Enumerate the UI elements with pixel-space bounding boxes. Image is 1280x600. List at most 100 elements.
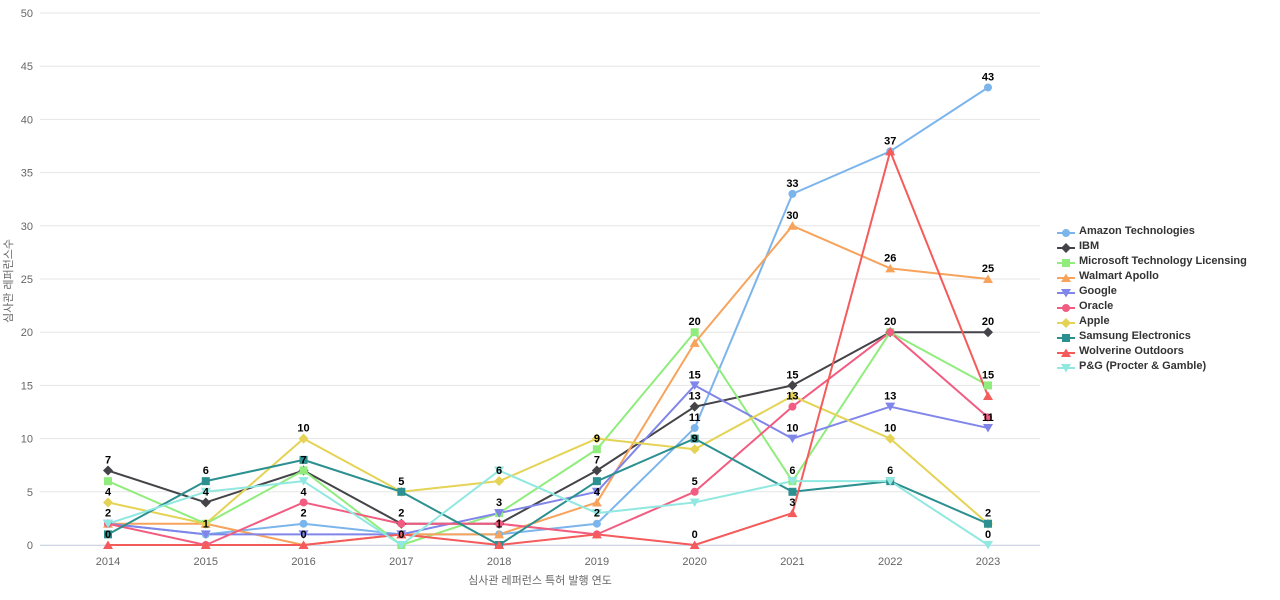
data-point-marker[interactable] bbox=[690, 487, 699, 496]
data-point-marker[interactable] bbox=[200, 487, 211, 497]
x-tick-label: 2016 bbox=[291, 556, 315, 568]
data-point-marker[interactable] bbox=[299, 455, 308, 464]
data-point-marker[interactable] bbox=[298, 540, 309, 550]
data-point-marker[interactable] bbox=[592, 477, 601, 486]
data-point-marker[interactable] bbox=[788, 402, 797, 411]
data-point-marker[interactable] bbox=[201, 477, 210, 486]
data-point-marker[interactable] bbox=[983, 541, 993, 550]
data-point-marker[interactable] bbox=[200, 530, 211, 539]
data-point-marker[interactable] bbox=[787, 508, 798, 518]
series-line[interactable] bbox=[107, 331, 989, 546]
data-label: 2 bbox=[594, 508, 600, 520]
data-point-marker[interactable] bbox=[885, 263, 896, 273]
data-point-marker[interactable] bbox=[885, 477, 896, 486]
data-point-marker[interactable] bbox=[689, 401, 700, 412]
data-point-marker[interactable] bbox=[885, 402, 896, 412]
data-point-marker[interactable] bbox=[591, 465, 602, 476]
data-point-marker[interactable] bbox=[787, 391, 798, 402]
data-point-marker[interactable] bbox=[787, 380, 798, 391]
series-line[interactable] bbox=[107, 469, 989, 546]
data-point-marker[interactable] bbox=[886, 328, 895, 337]
data-point-marker[interactable] bbox=[591, 497, 602, 507]
data-point-marker[interactable] bbox=[984, 413, 992, 422]
data-point-marker[interactable] bbox=[200, 540, 211, 550]
data-point-marker[interactable] bbox=[984, 519, 992, 528]
data-point-marker[interactable] bbox=[299, 519, 308, 528]
data-label: 20 bbox=[689, 316, 701, 328]
data-point-marker[interactable] bbox=[103, 465, 113, 476]
data-point-marker[interactable] bbox=[885, 146, 896, 156]
data-point-marker[interactable] bbox=[885, 433, 896, 444]
data-point-marker[interactable] bbox=[104, 477, 112, 486]
legend-item[interactable]: Google bbox=[1056, 284, 1247, 299]
data-point-marker[interactable] bbox=[200, 497, 211, 508]
data-point-marker[interactable] bbox=[983, 423, 993, 433]
legend-item[interactable]: Samsung Electronics bbox=[1056, 329, 1247, 344]
data-point-marker[interactable] bbox=[787, 477, 798, 486]
data-point-marker[interactable] bbox=[788, 487, 797, 496]
data-point-marker[interactable] bbox=[494, 529, 505, 539]
data-label: 0 bbox=[300, 529, 306, 541]
data-point-marker[interactable] bbox=[592, 519, 601, 528]
legend-item[interactable]: Amazon Technologies bbox=[1056, 224, 1247, 239]
data-point-marker[interactable] bbox=[494, 466, 505, 476]
data-point-marker[interactable] bbox=[984, 83, 992, 92]
legend-item-label: Google bbox=[1079, 285, 1117, 297]
data-point-marker[interactable] bbox=[983, 327, 993, 338]
legend-item[interactable]: P&G (Procter & Gamble) bbox=[1056, 359, 1247, 374]
data-point-marker[interactable] bbox=[103, 497, 113, 508]
data-point-marker[interactable] bbox=[592, 445, 601, 454]
legend-item[interactable]: Apple bbox=[1056, 314, 1247, 329]
legend-item[interactable]: Wolverine Outdoors bbox=[1056, 344, 1247, 359]
data-point-marker[interactable] bbox=[591, 529, 602, 539]
data-point-marker[interactable] bbox=[200, 518, 211, 529]
series-line[interactable] bbox=[107, 150, 989, 546]
data-point-marker[interactable] bbox=[298, 477, 309, 486]
data-point-marker[interactable] bbox=[494, 476, 505, 487]
legend-item[interactable]: Walmart Apollo bbox=[1056, 269, 1247, 284]
legend-item[interactable]: IBM bbox=[1056, 239, 1247, 254]
data-point-marker[interactable] bbox=[298, 433, 309, 444]
legend-item[interactable]: Microsoft Technology Licensing bbox=[1056, 254, 1247, 269]
data-point-marker[interactable] bbox=[984, 381, 992, 390]
data-point-marker[interactable] bbox=[788, 189, 797, 198]
legend-item[interactable]: Oracle bbox=[1056, 299, 1247, 314]
data-point-marker[interactable] bbox=[689, 381, 700, 390]
data-point-marker[interactable] bbox=[396, 529, 407, 539]
data-point-marker[interactable] bbox=[787, 434, 798, 444]
data-point-marker[interactable] bbox=[787, 221, 798, 230]
data-point-marker[interactable] bbox=[591, 509, 602, 518]
data-point-marker[interactable] bbox=[690, 434, 699, 443]
data-point-marker[interactable] bbox=[591, 487, 602, 497]
series-line[interactable] bbox=[107, 86, 989, 536]
series-line[interactable] bbox=[107, 395, 989, 525]
data-point-marker[interactable] bbox=[299, 466, 308, 475]
data-point-marker[interactable] bbox=[983, 274, 993, 284]
legend-series-icon bbox=[1056, 271, 1076, 283]
data-point-marker[interactable] bbox=[494, 540, 505, 550]
data-point-marker[interactable] bbox=[689, 338, 700, 347]
y-tick-label: 10 bbox=[21, 434, 33, 446]
data-point-marker[interactable] bbox=[103, 540, 113, 550]
data-point-marker[interactable] bbox=[397, 487, 406, 496]
data-point-marker[interactable] bbox=[299, 498, 308, 507]
data-point-marker[interactable] bbox=[983, 391, 993, 401]
series-line[interactable] bbox=[107, 331, 989, 546]
data-point-marker[interactable] bbox=[397, 519, 406, 528]
data-point-marker[interactable] bbox=[396, 541, 407, 550]
data-point-marker[interactable] bbox=[103, 519, 113, 529]
data-point-marker[interactable] bbox=[689, 540, 700, 550]
series-line[interactable] bbox=[107, 384, 989, 536]
data-point-marker[interactable] bbox=[298, 530, 309, 539]
series-line[interactable] bbox=[107, 437, 989, 546]
data-label: 11 bbox=[689, 412, 701, 424]
legend: Amazon Technologies IBM Microsoft Technolo… bbox=[1056, 224, 1247, 374]
data-point-marker[interactable] bbox=[104, 530, 112, 539]
data-point-marker[interactable] bbox=[591, 433, 602, 444]
data-point-marker[interactable] bbox=[494, 509, 505, 518]
data-point-marker[interactable] bbox=[690, 328, 699, 337]
data-point-marker[interactable] bbox=[689, 498, 700, 507]
data-point-marker[interactable] bbox=[495, 519, 504, 528]
data-point-marker[interactable] bbox=[689, 444, 700, 455]
data-point-marker[interactable] bbox=[690, 423, 699, 432]
